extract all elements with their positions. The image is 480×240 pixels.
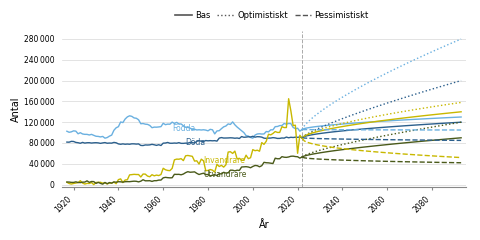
Y-axis label: Antal: Antal <box>12 96 21 122</box>
Text: Invandrare: Invandrare <box>204 156 245 165</box>
Legend: Bas, Optimistiskt, Pessimistiskt: Bas, Optimistiskt, Pessimistiskt <box>172 7 372 23</box>
Text: Utvandrare: Utvandrare <box>204 170 247 179</box>
Text: Döda: Döda <box>186 138 206 147</box>
Text: Födda: Födda <box>172 125 195 133</box>
X-axis label: År: År <box>259 221 269 230</box>
